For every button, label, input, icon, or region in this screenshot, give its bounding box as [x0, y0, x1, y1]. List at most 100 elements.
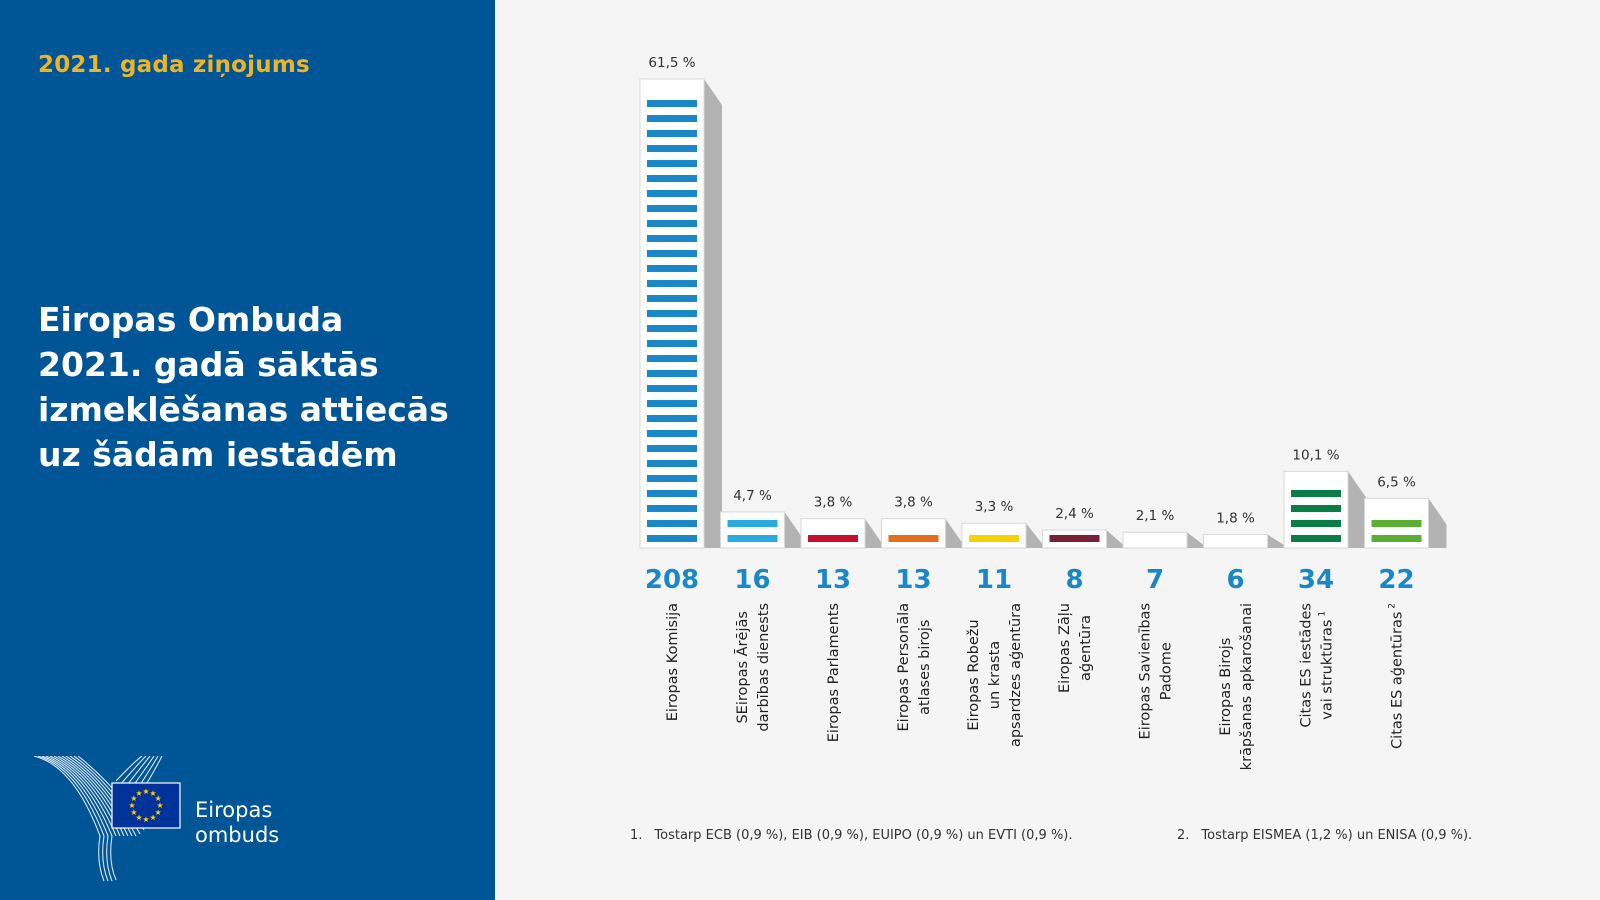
percent-label: 3,3 % — [975, 499, 1014, 515]
percent-label: 61,5 % — [648, 55, 695, 71]
percent-label: 3,8 % — [814, 495, 853, 511]
bar — [720, 511, 785, 549]
bar-stripe — [647, 505, 697, 512]
category-label-line: vai struktūras 1 — [1318, 611, 1336, 720]
percent-label: 2,4 % — [1055, 506, 1094, 522]
category-label-line: darbības dienests — [756, 603, 772, 732]
bar-stripe — [647, 220, 697, 227]
bar-stripe — [647, 490, 697, 497]
footnote-number: 2. — [1177, 828, 1190, 843]
bar-group: 10,1 % 34 Citas ES iestādes vai struktūras … — [1283, 447, 1366, 728]
bar-stripe — [647, 235, 697, 242]
percent-label: 10,1 % — [1292, 447, 1339, 463]
bar-stripe — [647, 430, 697, 437]
eu-star-icon — [143, 788, 149, 795]
bar-stripe — [647, 205, 697, 212]
category-label-line: Padome — [1159, 642, 1175, 700]
bar-side — [1026, 523, 1044, 548]
category-label-line: Eiropas Robežu — [966, 619, 982, 730]
category-label-line: Eiropas Komisija — [665, 603, 681, 721]
bar-stripe — [1049, 535, 1100, 542]
bar-side — [1428, 498, 1447, 548]
eu-star-icon — [150, 790, 156, 796]
page-title: Eiropas Ombuda 2021. gadā sāktās izmeklē… — [38, 297, 478, 477]
percent-label: 2,1 % — [1136, 508, 1175, 524]
title-line: Eiropas Ombuda — [38, 300, 344, 339]
bar-side — [1267, 534, 1286, 548]
bar-stripe — [1291, 505, 1341, 512]
category-label-line: Eiropas Birojs — [1218, 638, 1234, 736]
count-label: 34 — [1298, 565, 1334, 595]
count-label: 6 — [1226, 565, 1244, 595]
category-label: SEiropas Ārējās darbības dienests — [734, 603, 772, 732]
eu-star-icon — [155, 795, 162, 802]
ombudsman-logo-icon — [34, 756, 181, 882]
category-label: Eiropas Parlaments — [826, 603, 842, 742]
bar-stripe — [647, 190, 697, 197]
count-label: 7 — [1146, 565, 1164, 595]
bar-stripe — [647, 445, 697, 452]
bar-stripe — [1291, 520, 1341, 527]
count-label: 208 — [645, 565, 699, 595]
logo-text: Eiropas ombuds — [195, 798, 279, 848]
bar-side — [865, 518, 883, 548]
bar-stripe — [1291, 490, 1341, 497]
eu-star-icon — [150, 814, 156, 821]
bar-stripe — [647, 415, 697, 422]
title-line: 2021. gadā sāktās — [38, 345, 379, 384]
category-label-line: apsardzes aģentūra — [1008, 603, 1024, 747]
category-label-line: Citas ES iestādes — [1299, 603, 1315, 728]
bar-side — [1106, 529, 1125, 548]
category-label-line: Eiropas Parlaments — [826, 603, 842, 742]
bar-group: 4,7 % 16 SEiropas Ārējās darbības dienests — [720, 488, 803, 732]
bar-stripe — [647, 475, 697, 482]
logo-text-line: Eiropas — [195, 798, 273, 822]
category-label: Citas ES iestādes vai struktūras 1 — [1299, 603, 1336, 728]
eu-star-icon — [136, 814, 142, 821]
footnote-marker: 1 — [1318, 611, 1328, 620]
bar-group: 2,1 % 7 Eiropas Savienības Padome — [1122, 508, 1205, 739]
footnote-text: Tostarp ECB (0,9 %), EIB (0,9 %), EUIPO … — [654, 828, 1073, 843]
eu-star-icon — [157, 802, 163, 809]
category-label-line: un krasta — [987, 641, 1003, 709]
title-line: izmeklēšanas attiecās — [38, 390, 449, 429]
category-label-line: krāpšanas apkarošanai — [1239, 603, 1255, 770]
eu-star-icon — [129, 802, 135, 809]
category-label-line: atlases birojs — [917, 620, 933, 715]
eu-star-icon — [130, 809, 137, 816]
bar-chart: 61,5 % 208 Eiropas Komisija 4,7 %16SEiropas… — [639, 55, 1447, 770]
logo-text-line: ombuds — [195, 823, 280, 847]
title-line: uz šādām iestādēm — [38, 435, 398, 474]
bar-stripe — [808, 535, 858, 542]
bar-stripe — [647, 460, 697, 467]
footnote-number: 1. — [630, 828, 643, 843]
category-label: Eiropas Robežu un krasta apsardzes aģentūr… — [966, 603, 1024, 747]
category-label-line: Citas ES aģentūras 2 — [1388, 603, 1406, 749]
wing-stripes-icon — [34, 756, 163, 882]
bar-group: 3,8 % 13 Eiropas Personāla atlases birojs — [881, 495, 964, 731]
bar-side — [1348, 471, 1366, 548]
bar-stripe — [647, 145, 697, 152]
bar-stripe — [647, 100, 697, 107]
eu-star-icon — [143, 816, 149, 823]
bar-stripe — [647, 175, 697, 182]
eu-star-icon — [136, 790, 142, 796]
bar-stripe — [647, 385, 697, 392]
bar-group: 2,4 % 8 Eiropas Zāļu aģentūra — [1042, 506, 1125, 693]
bar-stripe — [647, 265, 697, 272]
category-label: Eiropas Savienības Padome — [1138, 603, 1175, 739]
bar-stripe — [647, 295, 697, 302]
bar-stripe — [647, 325, 697, 332]
bar-stripe — [647, 130, 697, 137]
eu-star-icon — [155, 809, 162, 816]
category-label: Eiropas Personāla atlases birojs — [896, 603, 933, 731]
percent-label: 6,5 % — [1377, 474, 1416, 490]
bar-stripe — [647, 355, 697, 362]
bar-stripe — [888, 535, 939, 542]
bar-stripe — [1371, 535, 1422, 542]
bar-stripe — [647, 370, 697, 377]
bar-side — [945, 518, 964, 548]
bar-stripe — [1371, 520, 1422, 527]
eu-star-icon — [130, 795, 137, 802]
count-label: 13 — [815, 565, 851, 595]
